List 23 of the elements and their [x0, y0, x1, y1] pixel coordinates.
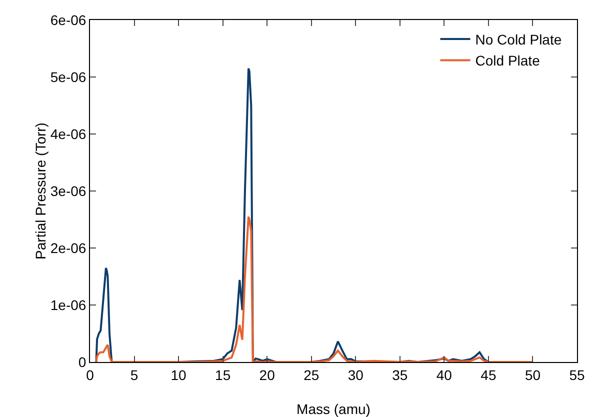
y-tick-label: 5e-06 [50, 68, 86, 85]
x-tick-label: 5 [130, 366, 138, 383]
y-tick-label: 4e-06 [50, 126, 86, 142]
y-tick-label: 6e-06 [50, 12, 86, 28]
x-tick-label: 25 [304, 366, 320, 383]
x-tick-label: 10 [170, 366, 187, 383]
x-tick-label: 45 [480, 366, 496, 383]
y-tick-label: 1e-06 [50, 296, 86, 313]
x-tick-label: 35 [392, 366, 408, 383]
legend-label: Cold Plate [475, 52, 540, 69]
line-series [95, 216, 534, 362]
y-tick-label: 2e-06 [50, 240, 86, 256]
y-tick-label: 3e-06 [50, 182, 86, 199]
legend-label: No Cold Plate [475, 31, 562, 48]
y-tick-label: 0 [78, 354, 86, 370]
x-axis-title: Mass (amu) [296, 401, 370, 417]
x-tick-label: 55 [569, 366, 585, 383]
x-tick-label: 40 [436, 366, 452, 383]
x-tick-label: 20 [259, 366, 276, 383]
x-tick-label: 30 [348, 366, 364, 383]
x-tick-label: 15 [215, 366, 231, 383]
y-axis-title: Partial Pressure (Torr) [32, 122, 48, 260]
x-tick-label: 50 [524, 366, 541, 383]
